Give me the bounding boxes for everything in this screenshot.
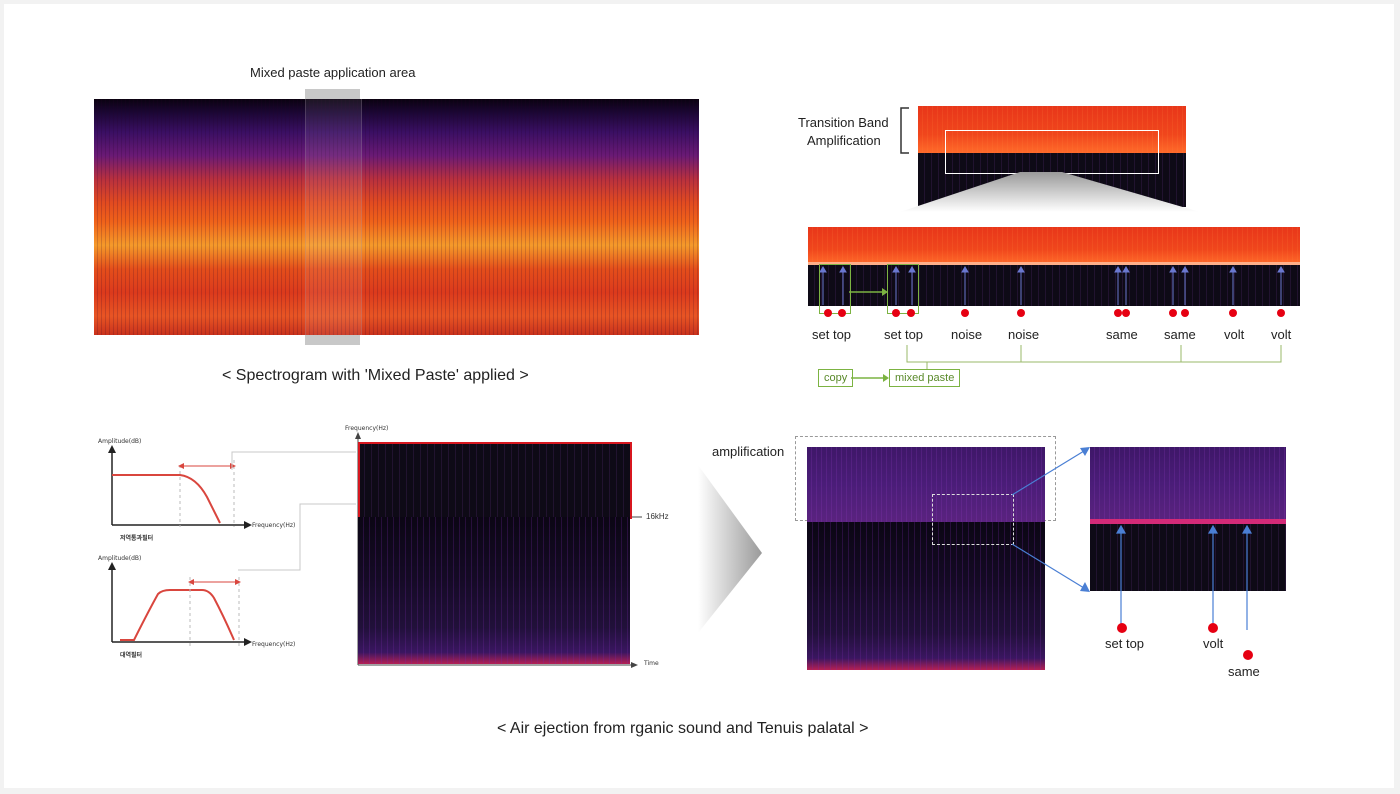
chevron-right-icon bbox=[698, 465, 766, 635]
marker-label-volt: volt bbox=[1224, 327, 1244, 342]
marker-label-set-top: set top bbox=[884, 327, 923, 342]
transition-band-label: Transition Band bbox=[798, 115, 889, 130]
filtered-spec-bottom bbox=[358, 517, 630, 664]
marker-label-same: same bbox=[1164, 327, 1196, 342]
marker-dot bbox=[1169, 309, 1177, 317]
zoom-marker-dot bbox=[1117, 623, 1127, 633]
zoom-spec-top bbox=[1090, 447, 1286, 521]
cutoff-highlight-box bbox=[358, 442, 632, 519]
filter-connector-lines bbox=[230, 440, 365, 580]
filter2-y-axis: Amplitude(dB) bbox=[98, 555, 141, 562]
marker-dot bbox=[1114, 309, 1122, 317]
marker-dot bbox=[1181, 309, 1189, 317]
paste-target-box bbox=[887, 264, 919, 314]
paste-area-top-marker bbox=[305, 89, 360, 99]
copy-to-paste-arrow bbox=[851, 372, 891, 384]
zoom-projection bbox=[895, 172, 1215, 227]
filter2-name: 대역필터 bbox=[120, 650, 142, 659]
transition-bracket bbox=[895, 106, 915, 156]
mixed-paste-tag: mixed paste bbox=[889, 369, 960, 387]
paste-area-highlight bbox=[305, 99, 362, 335]
marker-dot bbox=[838, 309, 846, 317]
amplification-label: Amplification bbox=[807, 133, 881, 148]
marker-dot bbox=[1277, 309, 1285, 317]
zoom-marker-arrows bbox=[1110, 525, 1260, 630]
zoomed-arrows bbox=[808, 265, 1300, 306]
marker-label-set-top: set top bbox=[812, 327, 851, 342]
amplification-text: amplification bbox=[712, 444, 784, 459]
zoomed-spectrogram-top bbox=[808, 227, 1300, 264]
marker-label-volt: volt bbox=[1271, 327, 1291, 342]
mixed-paste-spectrogram bbox=[94, 99, 699, 335]
mixed-paste-area-label: Mixed paste application area bbox=[250, 65, 416, 80]
copy-arrow bbox=[849, 287, 889, 297]
marker-dot bbox=[907, 309, 915, 317]
marker-dot bbox=[824, 309, 832, 317]
filter1-y-axis: Amplitude(dB) bbox=[98, 438, 141, 445]
copy-source-box bbox=[819, 264, 851, 314]
zoom-arrows bbox=[1010, 445, 1092, 595]
marker-dot bbox=[1229, 309, 1237, 317]
filter2-x-axis: Frequency(Hz) bbox=[252, 641, 295, 648]
marker-dot bbox=[1017, 309, 1025, 317]
bottom-caption: < Air ejection from rganic sound and Ten… bbox=[497, 720, 869, 738]
zoom-region-box bbox=[945, 130, 1159, 174]
copy-tag: copy bbox=[818, 369, 853, 387]
paste-area-bottom-marker bbox=[305, 335, 360, 345]
zoom-marker-label-set-top: set top bbox=[1105, 636, 1144, 651]
zoom-marker-dot bbox=[1243, 650, 1253, 660]
spec-x-axis-label: Time bbox=[644, 660, 659, 667]
zoom-marker-label-same: same bbox=[1228, 664, 1260, 679]
zoom-source-box bbox=[932, 494, 1014, 545]
filter1-name: 저역통과필터 bbox=[120, 533, 153, 542]
marker-label-noise: noise bbox=[1008, 327, 1039, 342]
zoom-marker-dot bbox=[1208, 623, 1218, 633]
top-left-caption: < Spectrogram with 'Mixed Paste' applied… bbox=[222, 367, 529, 385]
marker-dot bbox=[892, 309, 900, 317]
marker-label-noise: noise bbox=[951, 327, 982, 342]
zoom-marker-label-volt: volt bbox=[1203, 636, 1223, 651]
marker-dot bbox=[961, 309, 969, 317]
marker-label-same: same bbox=[1106, 327, 1138, 342]
marker-dot bbox=[1122, 309, 1130, 317]
cutoff-label: 16kHz bbox=[646, 512, 669, 521]
